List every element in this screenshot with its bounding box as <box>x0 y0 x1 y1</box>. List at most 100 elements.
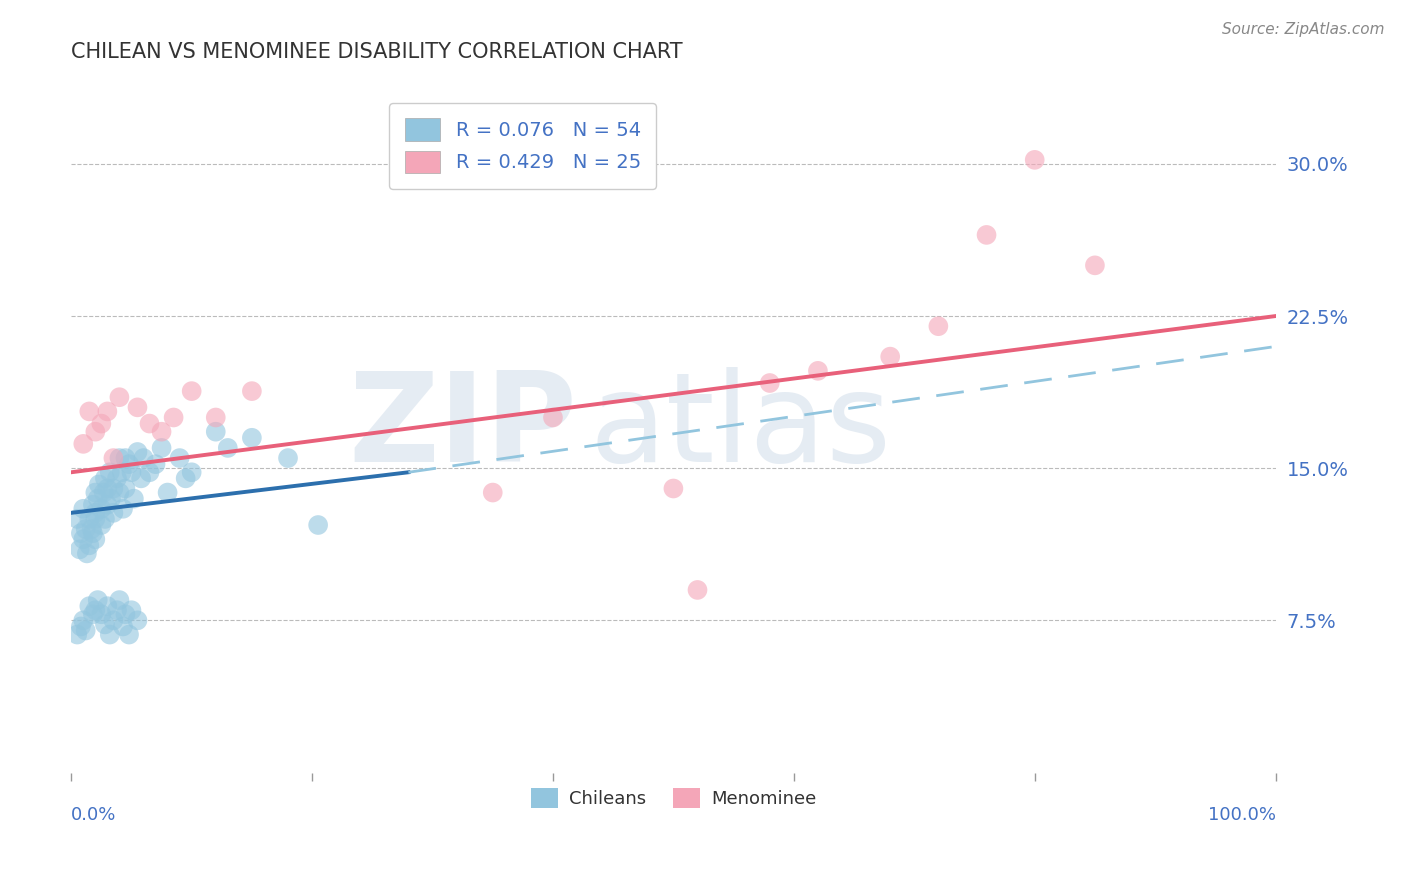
Text: 100.0%: 100.0% <box>1208 805 1275 823</box>
Point <box>90 518 112 533</box>
Point <box>150 425 173 439</box>
Point <box>127 613 149 627</box>
Point <box>75 624 97 638</box>
Point <box>150 441 173 455</box>
Point <box>87 491 110 506</box>
Point <box>76 546 98 560</box>
Point <box>90 417 112 431</box>
Point <box>70 526 93 541</box>
Point <box>240 431 263 445</box>
Point <box>481 485 503 500</box>
Point <box>72 437 94 451</box>
Point <box>127 445 149 459</box>
Point <box>307 518 329 533</box>
Text: Source: ZipAtlas.com: Source: ZipAtlas.com <box>1222 22 1385 37</box>
Point <box>108 451 131 466</box>
Point <box>112 501 135 516</box>
Point <box>72 613 94 627</box>
Point <box>79 599 101 614</box>
Point <box>927 319 949 334</box>
Point <box>105 471 128 485</box>
Point <box>112 619 135 633</box>
Point <box>162 410 184 425</box>
Point <box>80 522 103 536</box>
Point <box>103 613 125 627</box>
Point <box>879 350 901 364</box>
Point <box>96 599 118 614</box>
Legend: Chileans, Menominee: Chileans, Menominee <box>523 780 824 815</box>
Point <box>79 538 101 552</box>
Point <box>122 491 145 506</box>
Text: atlas: atlas <box>589 368 891 488</box>
Point <box>111 465 134 479</box>
Point <box>66 627 89 641</box>
Point <box>174 471 197 485</box>
Point <box>180 465 202 479</box>
Point <box>108 593 131 607</box>
Point <box>66 512 89 526</box>
Point <box>84 532 107 546</box>
Point <box>1084 258 1107 272</box>
Point <box>662 482 685 496</box>
Point <box>114 482 136 496</box>
Point <box>758 376 780 390</box>
Point <box>686 582 709 597</box>
Text: 0.0%: 0.0% <box>72 805 117 823</box>
Point <box>1024 153 1046 167</box>
Point <box>93 485 115 500</box>
Point <box>108 485 131 500</box>
Point <box>87 593 110 607</box>
Point <box>240 384 263 398</box>
Point <box>87 477 110 491</box>
Point <box>94 617 117 632</box>
Point <box>94 512 117 526</box>
Point <box>180 384 202 398</box>
Point <box>114 451 136 466</box>
Point <box>72 501 94 516</box>
Point <box>976 227 998 242</box>
Point <box>114 607 136 622</box>
Point <box>145 457 167 471</box>
Point <box>120 465 142 479</box>
Point <box>277 451 299 466</box>
Point <box>96 482 118 496</box>
Point <box>105 603 128 617</box>
Point <box>96 498 118 512</box>
Point <box>79 512 101 526</box>
Point <box>118 457 141 471</box>
Point <box>90 607 112 622</box>
Point <box>120 603 142 617</box>
Point <box>82 607 104 622</box>
Point <box>84 425 107 439</box>
Point <box>204 425 226 439</box>
Point <box>204 410 226 425</box>
Point <box>132 451 155 466</box>
Point <box>90 501 112 516</box>
Point <box>118 627 141 641</box>
Point <box>138 417 160 431</box>
Point <box>72 532 94 546</box>
Point <box>129 471 152 485</box>
Point <box>103 506 125 520</box>
Point <box>169 451 191 466</box>
Text: ZIP: ZIP <box>349 368 576 488</box>
Point <box>75 522 97 536</box>
Point <box>103 482 125 496</box>
Point <box>84 603 107 617</box>
Point <box>82 498 104 512</box>
Point <box>217 441 239 455</box>
Point <box>98 465 121 479</box>
Point <box>807 364 830 378</box>
Point <box>138 465 160 479</box>
Point <box>69 542 91 557</box>
Point <box>94 471 117 485</box>
Point <box>84 485 107 500</box>
Point <box>156 485 179 500</box>
Point <box>541 410 564 425</box>
Point <box>82 526 104 541</box>
Point <box>84 506 107 520</box>
Point <box>96 404 118 418</box>
Point <box>108 390 131 404</box>
Point <box>79 404 101 418</box>
Point <box>98 627 121 641</box>
